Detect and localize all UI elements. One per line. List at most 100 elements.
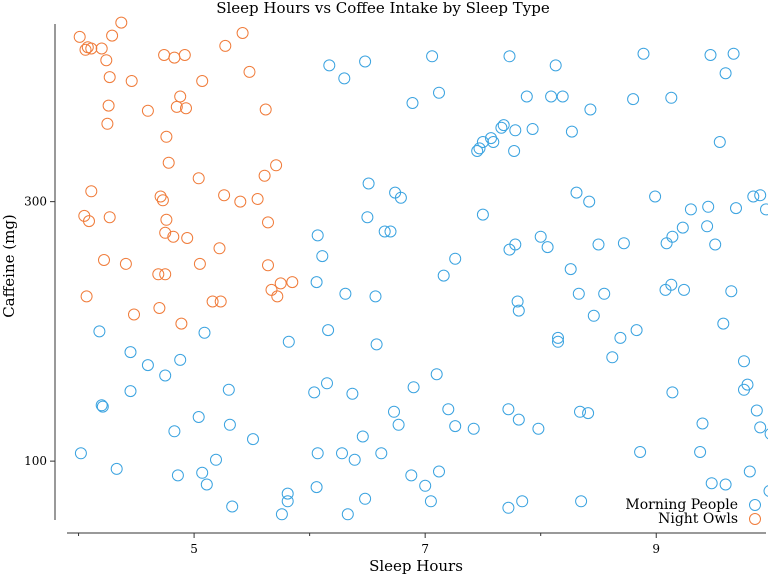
morning-people-point xyxy=(433,86,445,99)
morning-people-point xyxy=(95,399,108,412)
night-owls-point xyxy=(262,216,274,229)
morning-people-point xyxy=(717,317,730,330)
morning-people-point xyxy=(582,407,595,420)
night-owls-point xyxy=(102,99,115,112)
morning-people-point xyxy=(93,325,106,338)
morning-people-point xyxy=(281,487,294,500)
morning-people-point xyxy=(763,485,768,497)
night-owls-point xyxy=(214,295,227,308)
night-owls-point xyxy=(159,226,172,239)
morning-people-point xyxy=(341,508,354,521)
legend-label-morning: Morning People xyxy=(625,497,738,513)
morning-people-point xyxy=(426,50,439,63)
morning-people-point xyxy=(665,91,678,104)
morning-people-point xyxy=(534,230,547,243)
morning-people-point xyxy=(627,93,640,106)
morning-people-point xyxy=(520,90,533,103)
morning-people-point xyxy=(634,446,647,458)
morning-people-point xyxy=(719,478,732,491)
night-owls-point xyxy=(106,29,119,42)
morning-people-point xyxy=(508,145,521,157)
morning-people-point xyxy=(541,241,554,254)
morning-people-point xyxy=(678,283,690,296)
night-owls-point xyxy=(259,103,272,116)
morning-people-point xyxy=(210,453,222,466)
morning-people-point xyxy=(694,446,707,458)
morning-people-point xyxy=(449,420,462,433)
morning-people-point xyxy=(476,208,489,221)
morning-people-point xyxy=(583,195,596,208)
morning-people-point xyxy=(473,142,486,155)
morning-people-point xyxy=(310,276,323,289)
morning-people-point xyxy=(110,462,123,475)
morning-people-point xyxy=(666,230,679,243)
morning-people-point xyxy=(649,190,662,203)
morning-people-point xyxy=(406,97,419,109)
morning-people-point xyxy=(587,309,600,322)
night-owls-point xyxy=(193,257,206,270)
morning-people-point xyxy=(171,469,184,482)
night-owls-point xyxy=(95,42,108,55)
x-tick-label: 5 xyxy=(190,542,198,556)
morning-people-point xyxy=(754,189,767,202)
night-owls-point xyxy=(236,27,249,39)
night-owls-point xyxy=(79,43,92,56)
morning-people-point xyxy=(702,200,715,213)
morning-people-point xyxy=(738,355,750,368)
night-owls-point xyxy=(162,156,175,169)
night-owls-point xyxy=(156,194,169,207)
night-owls-point xyxy=(206,295,219,308)
night-owls-point xyxy=(167,230,180,243)
morning-people-point xyxy=(394,191,407,204)
morning-people-point xyxy=(222,383,235,396)
morning-people-point xyxy=(359,55,372,68)
morning-people-point xyxy=(760,203,768,216)
night-owls-point xyxy=(196,75,209,87)
morning-people-point xyxy=(512,304,525,317)
morning-people-point xyxy=(487,136,500,148)
morning-people-point xyxy=(552,335,564,348)
morning-people-point xyxy=(727,47,740,60)
y-axis-label: Caffeine (mg) xyxy=(0,214,18,318)
morning-people-point xyxy=(750,404,763,417)
morning-people-point xyxy=(556,90,569,103)
morning-people-point xyxy=(339,287,352,300)
morning-people-point xyxy=(316,250,329,263)
morning-people-point xyxy=(124,385,137,398)
morning-people-point xyxy=(741,378,754,391)
morning-people-point xyxy=(598,287,611,300)
morning-people-point xyxy=(282,335,295,348)
morning-people-point xyxy=(200,478,213,491)
morning-people-point xyxy=(323,59,336,72)
x-axis-label: Sleep Hours xyxy=(369,557,463,575)
morning-people-point xyxy=(684,203,697,216)
morning-people-point xyxy=(198,326,211,339)
morning-people-point xyxy=(174,353,187,366)
morning-people-point xyxy=(471,145,484,157)
night-owls-point xyxy=(262,259,274,272)
morning-people-point xyxy=(503,243,516,256)
morning-people-point xyxy=(584,103,597,116)
morning-people-point xyxy=(407,381,420,394)
legend-marker-morning xyxy=(749,499,761,511)
morning-people-point xyxy=(392,418,405,431)
morning-people-point xyxy=(310,481,323,494)
morning-people-point xyxy=(433,465,445,478)
morning-people-point xyxy=(419,479,432,492)
morning-people-point xyxy=(311,229,324,242)
morning-people-point xyxy=(196,466,209,479)
morning-people-point xyxy=(74,447,87,460)
morning-people-point xyxy=(430,368,443,381)
morning-people-point xyxy=(348,453,361,466)
morning-people-point xyxy=(503,50,516,63)
night-owls-point xyxy=(265,283,278,296)
morning-people-point xyxy=(124,346,137,359)
y-tick-label: 300 xyxy=(24,195,47,209)
morning-people-point xyxy=(743,465,756,478)
morning-people-point xyxy=(701,220,714,233)
morning-people-point xyxy=(502,403,515,416)
morning-people-point xyxy=(574,405,586,418)
legend-marker-night xyxy=(749,513,761,525)
morning-people-point xyxy=(570,186,583,199)
